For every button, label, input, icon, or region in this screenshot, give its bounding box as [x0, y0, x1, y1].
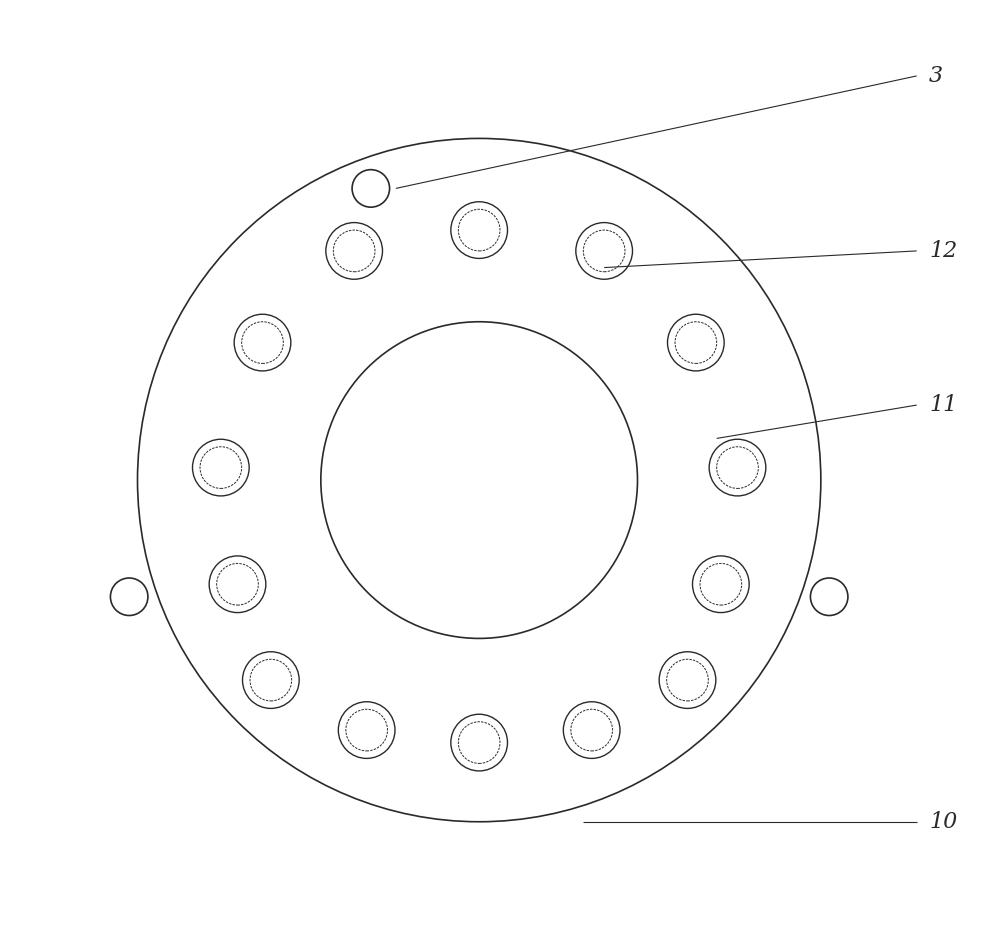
Text: 11: 11 — [929, 394, 957, 416]
Text: 10: 10 — [929, 811, 957, 832]
Text: 12: 12 — [929, 240, 957, 262]
Text: 3: 3 — [929, 65, 943, 87]
